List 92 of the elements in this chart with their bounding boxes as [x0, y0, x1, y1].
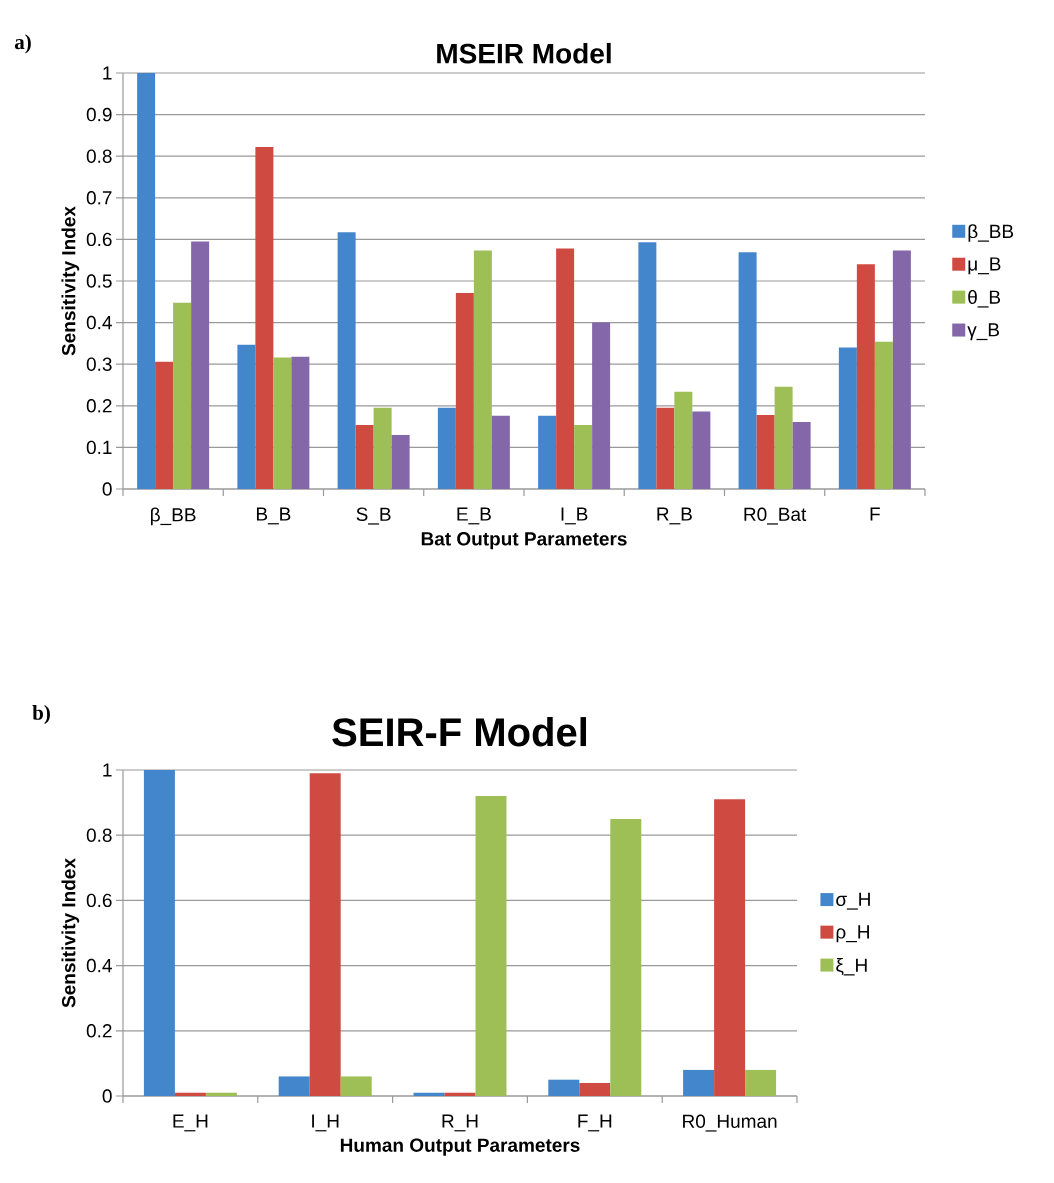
x-tick-label: R_B: [657, 507, 692, 525]
bar: [592, 322, 611, 489]
x-tick-label: B_B: [256, 507, 291, 525]
bar: [455, 293, 474, 489]
bar: [437, 407, 456, 489]
x-tick-label: β_BB: [151, 507, 196, 526]
y-tick-label: 0.2: [86, 399, 112, 413]
x-tick-label: R_H: [442, 1114, 478, 1132]
bar: [714, 799, 746, 1096]
bar: [838, 347, 857, 489]
y-tick-label: 0.7: [86, 191, 112, 205]
y-tick-label: 0.1: [86, 440, 112, 455]
bar: [692, 411, 711, 489]
bar: [656, 407, 675, 489]
bar: [610, 818, 642, 1096]
y-tick-label: 0.8: [86, 828, 112, 842]
bar: [738, 252, 757, 489]
legend-label: μ_B: [968, 257, 1001, 275]
chart-title: SEIR-F Model: [332, 717, 587, 747]
bar: [683, 1069, 715, 1096]
bar: [355, 424, 374, 489]
bar: [291, 356, 310, 489]
bar: [745, 1069, 777, 1096]
legend-label: β_BB: [968, 224, 1014, 242]
bar: [237, 344, 256, 489]
x-tick-label: I_H: [312, 1114, 339, 1132]
bar: [143, 770, 175, 1096]
y-tick-label: 0.2: [86, 1024, 112, 1038]
bar: [548, 1079, 580, 1096]
bar: [255, 147, 274, 489]
bar: [874, 341, 893, 489]
text: b): [32, 705, 50, 725]
y-axis-title: Sensitivity Index: [61, 206, 80, 356]
bar: [892, 250, 911, 489]
bar: [340, 1076, 372, 1096]
x-tick-label: S_B: [356, 507, 391, 525]
y-tick-label: 0.6: [86, 232, 112, 247]
x-tick-label: R0_Human: [683, 1114, 777, 1132]
y-tick-label: 0.5: [86, 274, 112, 288]
y-tick-label: 0.3: [86, 357, 112, 371]
chart-title: MSEIR Model: [437, 42, 611, 64]
bar: [155, 361, 174, 489]
bar: [538, 415, 557, 489]
bar: [792, 422, 811, 489]
y-tick-label: 0: [102, 482, 112, 496]
y-tick-label: 0.4: [86, 958, 112, 973]
bar: [413, 1092, 445, 1096]
y-tick-label: 0.4: [86, 315, 112, 330]
legend-label: ρ_H: [836, 925, 869, 943]
bar: [491, 415, 510, 489]
bar: [475, 796, 507, 1096]
x-tick-label: R0_Bat: [744, 507, 807, 525]
bar: [309, 773, 341, 1096]
legend-label: θ_B: [968, 290, 1001, 308]
bar: [137, 72, 156, 489]
bar: [574, 424, 593, 489]
bar: [373, 407, 392, 489]
y-tick-label: 1: [103, 763, 112, 777]
x-axis-title: Human Output Parameters: [340, 1138, 580, 1156]
x-tick-label: I_B: [561, 507, 588, 525]
bar: [444, 1092, 476, 1096]
x-tick-label: F_H: [578, 1114, 612, 1132]
x-axis-title: Bat Output Parameters: [421, 532, 627, 550]
bar: [191, 241, 210, 489]
text: a): [14, 34, 31, 54]
y-tick-label: 0.6: [86, 893, 112, 908]
bar: [205, 1092, 237, 1096]
y-tick-label: 0.9: [86, 107, 112, 122]
bar: [174, 1092, 206, 1096]
bar: [556, 248, 575, 489]
x-tick-label: E_H: [173, 1114, 208, 1132]
bar: [278, 1076, 310, 1096]
bar: [473, 250, 492, 489]
bar: [638, 242, 657, 489]
legend-label: γ_B: [967, 323, 999, 341]
y-tick-label: 0.8: [86, 149, 112, 163]
x-tick-label: E_B: [457, 507, 491, 525]
bar: [674, 391, 693, 489]
bar: [756, 414, 775, 489]
y-tick-label: 1: [103, 66, 112, 80]
bar: [391, 434, 410, 489]
y-tick-label: 0: [102, 1089, 112, 1103]
y-axis-title: Sensitivity Index: [61, 858, 80, 1008]
bar: [337, 232, 356, 489]
bar: [774, 386, 793, 489]
bar: [173, 302, 192, 489]
legend-label: ξ_H: [836, 957, 867, 976]
bar: [856, 264, 875, 489]
bar: [273, 357, 292, 489]
x-tick-label: F: [870, 507, 880, 521]
legend-label: σ_H: [836, 892, 870, 910]
bar: [579, 1082, 611, 1096]
